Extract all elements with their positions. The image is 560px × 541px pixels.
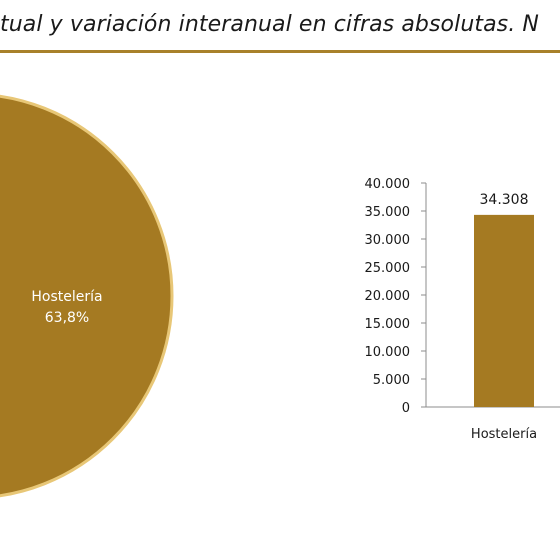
pie-slice-label: Hostelería	[31, 289, 102, 305]
y-tick-label: 0	[402, 401, 410, 416]
bar-data-label: 34.308	[480, 192, 529, 208]
y-tick-label: 20.000	[365, 289, 411, 304]
y-tick-label: 35.000	[365, 205, 411, 220]
pie-chart: Hostelería 63,8%	[0, 94, 174, 498]
y-tick-label: 5.000	[373, 373, 410, 388]
y-tick-label: 40.000	[365, 177, 411, 192]
y-tick-label: 10.000	[365, 345, 411, 360]
y-tick-label: 15.000	[365, 317, 411, 332]
pie-slice-percent: 63,8%	[45, 310, 89, 326]
bar-hosteleria	[474, 214, 534, 407]
bar-category-label: Hostelería	[471, 427, 537, 442]
page-title: tual y variación interanual en cifras ab…	[0, 12, 539, 37]
pie-slice-hosteleria	[0, 94, 174, 498]
y-tick-label: 25.000	[365, 261, 411, 276]
bar-chart: 0 5.000 10.000 15.000 20.000 25.000 30.000 35.0…	[365, 177, 560, 442]
y-tick-label: 30.000	[365, 233, 411, 248]
title-underline	[0, 50, 560, 53]
